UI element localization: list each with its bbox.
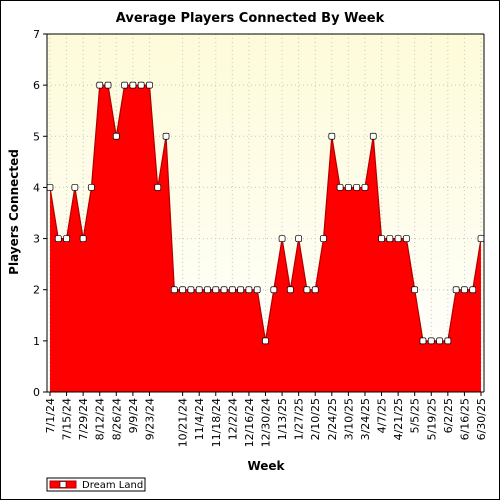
data-point <box>311 286 319 294</box>
data-point <box>162 132 170 140</box>
x-tick-label: 7/29/24 <box>77 398 90 440</box>
data-point <box>427 337 435 345</box>
x-tick-label: 9/23/24 <box>143 398 156 440</box>
x-tick-label: 1/13/25 <box>276 398 289 440</box>
y-tick-label: 6 <box>33 79 40 92</box>
data-point <box>212 286 220 294</box>
data-point <box>353 184 361 191</box>
y-tick-label: 7 <box>33 28 40 41</box>
data-point <box>378 235 385 242</box>
data-point <box>461 286 468 294</box>
data-point <box>170 286 178 294</box>
data-point <box>452 286 460 294</box>
data-point <box>204 286 211 294</box>
y-tick-label: 2 <box>33 284 40 297</box>
data-point <box>444 337 452 345</box>
data-point <box>88 184 95 191</box>
data-point <box>237 286 244 294</box>
x-tick-label: 5/19/25 <box>425 398 438 440</box>
x-tick-label: 12/30/24 <box>260 398 273 447</box>
x-tick-label: 6/16/25 <box>458 398 471 440</box>
y-tick-label: 0 <box>33 386 40 399</box>
data-point <box>129 81 137 89</box>
data-point <box>345 184 352 191</box>
legend-marker <box>59 481 67 488</box>
x-tick-label: 11/18/24 <box>210 398 223 447</box>
x-tick-label: 7/15/24 <box>61 398 74 440</box>
data-point <box>71 184 79 191</box>
plot-area: 0 1 2 3 4 5 6 7 7/1/24 7/15/24 7/29/24 8/12/24 8/26/… <box>33 28 488 447</box>
data-point <box>295 235 303 242</box>
data-point <box>154 184 162 191</box>
data-point <box>477 235 485 242</box>
x-tick-label: 12/16/24 <box>243 398 256 447</box>
data-point <box>436 337 443 345</box>
data-point <box>394 235 402 242</box>
data-point <box>386 235 394 242</box>
data-point <box>361 184 369 191</box>
data-point <box>469 286 477 294</box>
x-tick-label: 7/1/24 <box>44 398 57 433</box>
series-area <box>50 85 481 393</box>
data-point <box>146 81 153 89</box>
data-point <box>46 184 54 191</box>
x-tick-label: 5/5/25 <box>409 398 422 433</box>
legend: Dream Land <box>46 477 146 492</box>
y-tick-label: 1 <box>33 335 40 348</box>
data-point <box>121 81 128 89</box>
y-tick-label: 4 <box>33 181 40 194</box>
x-tick-label: 8/12/24 <box>94 398 107 440</box>
data-point <box>419 337 427 345</box>
data-point <box>411 286 419 294</box>
x-tick-label: 2/24/25 <box>326 398 339 440</box>
data-point <box>187 286 195 294</box>
x-tick-label: 3/24/25 <box>359 398 372 440</box>
data-point <box>369 132 377 140</box>
data-point <box>270 286 278 294</box>
data-point <box>63 235 70 242</box>
data-point <box>245 286 253 294</box>
y-axis-label: Players Connected <box>7 149 21 275</box>
data-point <box>262 337 269 345</box>
x-tick-label: 4/21/25 <box>392 398 405 440</box>
data-point <box>220 286 228 294</box>
x-tick-label: 6/30/25 <box>475 398 488 440</box>
x-tick-label: 1/27/25 <box>293 398 306 440</box>
data-point <box>54 235 62 242</box>
x-tick-label: 2/10/25 <box>309 398 322 440</box>
x-tick-label: 3/10/25 <box>342 398 355 440</box>
x-axis-label: Week <box>247 459 285 473</box>
legend-label: Dream Land <box>82 480 143 491</box>
data-point <box>79 235 87 242</box>
y-tick-label: 3 <box>33 233 40 246</box>
data-point <box>328 132 336 140</box>
data-point <box>112 132 120 140</box>
x-tick-label: 8/26/24 <box>110 398 123 440</box>
data-point <box>253 286 261 294</box>
x-tick-label: 4/7/25 <box>376 398 389 433</box>
x-tick-label: 6/2/25 <box>442 398 455 433</box>
y-tick-label: 5 <box>33 130 40 143</box>
data-point <box>179 286 186 294</box>
data-point <box>96 81 104 89</box>
data-point <box>278 235 286 242</box>
data-point <box>336 184 344 191</box>
data-point <box>228 286 236 294</box>
x-tick-label: 10/21/24 <box>177 398 190 447</box>
data-point <box>287 286 294 294</box>
x-tick-label: 11/4/24 <box>193 398 206 440</box>
data-point <box>303 286 311 294</box>
x-tick-label: 9/9/24 <box>127 398 140 433</box>
data-point <box>403 235 410 242</box>
x-tick-label: 12/2/24 <box>226 398 239 440</box>
data-point <box>195 286 203 294</box>
data-point <box>320 235 327 242</box>
data-point <box>137 81 145 89</box>
chart-title: Average Players Connected By Week <box>116 11 385 26</box>
data-point <box>104 81 112 89</box>
